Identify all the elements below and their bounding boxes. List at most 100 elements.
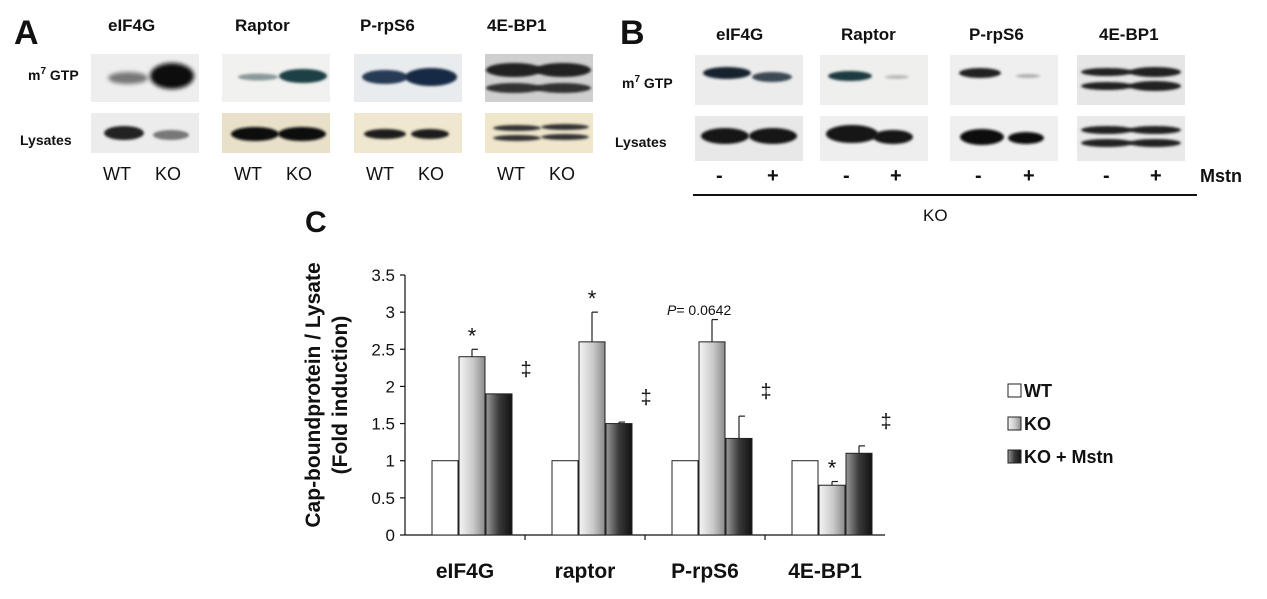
significance-dagger: ‡	[760, 381, 771, 403]
panel-b-letter: B	[620, 14, 645, 52]
y-axis-label-line1: Cap-boundprotein / Lysate	[302, 262, 325, 527]
p-value-annotation: P= 0.0642	[667, 302, 731, 318]
blot-a-eif4g-lysates	[91, 113, 199, 153]
blot-a-prps6-lysates	[354, 113, 462, 153]
lane-label-ko: KO	[155, 164, 181, 184]
lane-sign-plus: +	[1023, 165, 1035, 187]
significance-dagger: ‡	[880, 411, 891, 433]
y-tick-label: 0	[386, 526, 395, 545]
blot-a-raptor-lysates	[222, 113, 330, 153]
panel-b-protein-raptor: Raptor	[841, 25, 896, 44]
bar-ko	[698, 341, 726, 536]
y-tick-label: 3.5	[371, 266, 395, 285]
blot-a-eif4g-m7gtp	[91, 54, 199, 102]
significance-dagger: ‡	[520, 359, 531, 381]
significance-asterisk: *	[468, 323, 477, 348]
blot-b-eif4g-lysates	[695, 116, 803, 161]
panel-a: A eIF4G Raptor P-rpS6 4E-BP1 m7 GTP Lysa…	[14, 14, 593, 184]
lane-label-wt: WT	[234, 164, 262, 184]
lane-sign-plus: +	[1150, 165, 1162, 187]
blot-b-4ebp1-m7gtp	[1077, 55, 1185, 105]
bar-komstn	[605, 423, 633, 536]
blot-b-prps6-m7gtp	[950, 55, 1058, 105]
lane-sign-minus: -	[843, 165, 850, 187]
x-tick-label: P-rpS6	[671, 560, 739, 583]
bar-wt	[671, 460, 699, 536]
blot-b-eif4g-m7gtp	[695, 55, 803, 105]
panel-b-protein-prps6: P-rpS6	[969, 25, 1024, 44]
panel-a-row-label-lysates: Lysates	[20, 132, 72, 148]
blot-b-raptor-lysates	[820, 116, 928, 161]
legend-swatch	[1007, 416, 1022, 431]
x-tick-label: eIF4G	[436, 560, 494, 583]
bar-wt	[431, 460, 459, 536]
lane-sign-minus: -	[1103, 165, 1110, 187]
significance-asterisk: *	[828, 456, 837, 481]
y-tick-label: 2.5	[371, 340, 395, 359]
panel-a-protein-prps6: P-rpS6	[360, 16, 415, 35]
panel-c: C Cap-boundprotein / Lysate (Fold induct…	[302, 206, 1114, 583]
chart-markers: * ‡ * ‡ ‡ * ‡	[468, 286, 892, 480]
legend-swatch	[1007, 383, 1022, 398]
panel-b-protein-4ebp1: 4E-BP1	[1099, 25, 1159, 44]
panel-a-blots-lysates	[91, 113, 593, 153]
lane-label-wt: WT	[366, 164, 394, 184]
x-tick-label: 4E-BP1	[788, 560, 862, 583]
bar-komstn	[845, 452, 873, 536]
lane-label-ko: KO	[549, 164, 575, 184]
blot-b-raptor-m7gtp	[820, 55, 928, 105]
panel-b: B eIF4G Raptor P-rpS6 4E-BP1 m7 GTP Lysa…	[615, 14, 1242, 225]
bar-ko	[578, 341, 606, 536]
panel-a-protein-eif4g: eIF4G	[108, 16, 155, 35]
bar-komstn	[485, 393, 513, 536]
legend-label: KO + Mstn	[1024, 447, 1114, 467]
y-tick-label: 3	[386, 303, 395, 322]
panel-b-row-label-m7gtp: m7 GTP	[622, 74, 673, 91]
panel-b-blots-lysates	[695, 116, 1185, 161]
ko-group-label: KO	[923, 206, 948, 225]
lane-sign-minus: -	[975, 165, 982, 187]
lane-sign-plus: +	[767, 165, 779, 187]
bar-wt	[551, 460, 579, 536]
significance-dagger: ‡	[640, 387, 651, 409]
lane-sign-minus: -	[716, 165, 723, 187]
panel-b-protein-eif4g: eIF4G	[716, 25, 763, 44]
bar-komstn	[725, 437, 753, 536]
blot-a-prps6-m7gtp	[354, 54, 462, 102]
chart-bars	[431, 311, 873, 536]
y-tick-label: 0.5	[371, 489, 395, 508]
chart-legend: WT KO KO + Mstn	[1007, 381, 1114, 467]
y-tick-label: 2	[386, 377, 395, 396]
x-tick-label: raptor	[555, 560, 616, 583]
panel-a-blots-m7gtp	[91, 54, 593, 102]
bar-ko	[818, 484, 846, 536]
significance-asterisk: *	[588, 286, 597, 311]
blot-a-4ebp1-lysates	[485, 113, 593, 153]
bar-ko	[458, 356, 486, 536]
panel-a-lane-labels: WT KO WT KO WT KO WT KO	[103, 164, 575, 184]
legend-label: WT	[1024, 381, 1052, 401]
lane-label-ko: KO	[418, 164, 444, 184]
blot-b-4ebp1-lysates	[1077, 116, 1185, 161]
y-tick-label: 1	[386, 452, 395, 471]
lane-sign-plus: +	[890, 165, 902, 187]
panel-c-letter: C	[305, 206, 327, 239]
blot-a-4ebp1-m7gtp	[485, 54, 593, 102]
panel-a-protein-4ebp1: 4E-BP1	[487, 16, 547, 35]
chart-axes: 0 0.5 1 1.5 2 2.5 3 3.5 eIF4G raptor P-rpS6 4E-BP1	[371, 266, 885, 583]
lane-label-wt: WT	[103, 164, 131, 184]
panel-a-letter: A	[14, 14, 39, 52]
panel-b-row-label-lysates: Lysates	[615, 134, 667, 150]
panel-a-row-label-m7gtp: m7 GTP	[28, 66, 79, 83]
blot-b-prps6-lysates	[950, 116, 1058, 161]
legend-label: KO	[1024, 414, 1051, 434]
panel-b-lane-signs: - + - + - + - +	[716, 165, 1162, 187]
y-axis-label-line2: (Fold induction)	[329, 316, 352, 475]
panel-a-protein-raptor: Raptor	[235, 16, 290, 35]
blot-a-raptor-m7gtp	[222, 54, 330, 102]
mstn-label: Mstn	[1200, 166, 1242, 186]
bar-wt	[791, 460, 819, 536]
panel-b-blots-m7gtp	[695, 55, 1185, 105]
lane-label-wt: WT	[497, 164, 525, 184]
